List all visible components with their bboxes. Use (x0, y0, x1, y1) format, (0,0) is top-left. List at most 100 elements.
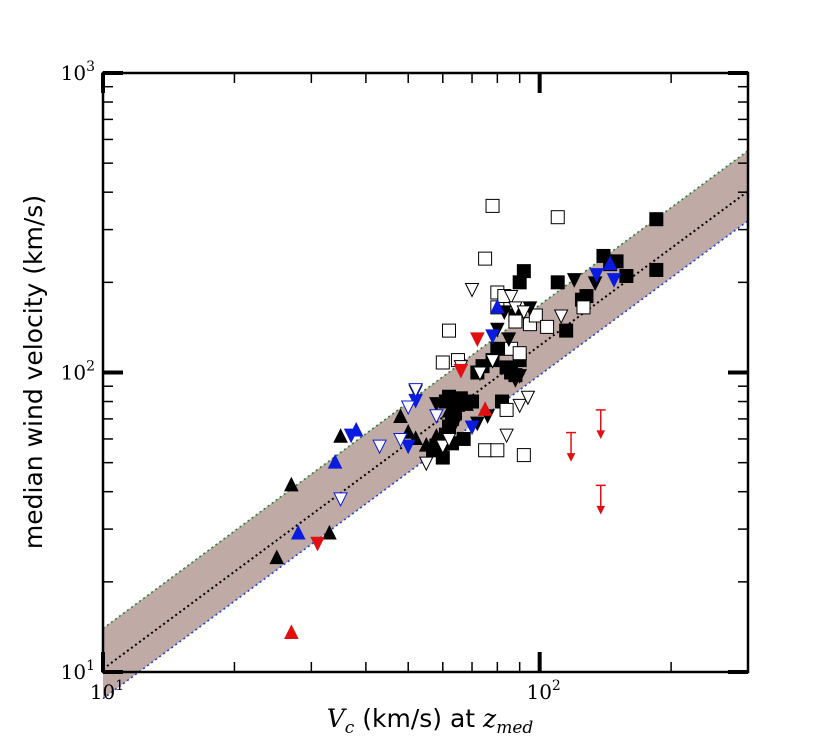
data-point (429, 428, 444, 443)
x-axis-label-var2: z (482, 704, 497, 733)
data-point (566, 273, 582, 288)
data-point (400, 439, 416, 455)
series-red-upper-limits (566, 409, 606, 515)
data-point (333, 492, 348, 507)
data-point (602, 255, 618, 271)
data-point (520, 390, 536, 406)
data-point (589, 268, 604, 283)
data-point (470, 332, 485, 347)
data-point (490, 443, 505, 458)
data-point (477, 401, 493, 416)
data-point (485, 198, 500, 213)
data-point (290, 524, 306, 540)
series-blue-open-triangles-down (333, 383, 444, 507)
series-open-triangles-down (418, 283, 569, 472)
data-point (516, 448, 531, 463)
upper-limit-arrow (566, 431, 577, 462)
tick-labels: 101 102 101 102 103 (61, 59, 561, 704)
data-point (512, 369, 527, 384)
data-point (435, 355, 450, 370)
upper-limit-head (596, 505, 606, 515)
data-point (576, 300, 591, 315)
series-blue-filled-triangles-down (343, 268, 622, 455)
y-tick-label: 101 (61, 658, 95, 684)
upper-limit-head (596, 430, 606, 440)
data-point (550, 275, 565, 290)
data-point (400, 400, 416, 416)
data-point (512, 398, 527, 414)
data-point (619, 268, 634, 283)
y-tick-label: 103 (61, 59, 95, 85)
band-center-line (102, 190, 749, 670)
data-point (501, 332, 517, 347)
data-point (333, 428, 348, 443)
data-point (447, 416, 463, 432)
upper-limit-arrow (595, 409, 606, 440)
y-tick-label: 102 (61, 359, 95, 385)
x-axis-label-var: V (327, 704, 348, 733)
data-point (284, 476, 299, 492)
data-point (453, 363, 469, 379)
data-point (550, 210, 565, 225)
data-point (553, 309, 569, 325)
data-point (418, 456, 434, 472)
data-point (408, 383, 423, 398)
plot-frame (101, 71, 750, 674)
series-open-squares (435, 198, 591, 463)
data-point (343, 428, 359, 444)
band-fill (103, 150, 748, 699)
data-point (322, 524, 337, 540)
data-point (310, 536, 325, 552)
data-point (516, 264, 531, 279)
data-point (499, 428, 514, 444)
series-red-filled-triangles-up (284, 401, 493, 639)
data-point (649, 212, 664, 227)
data-point (478, 443, 493, 458)
data-point (418, 436, 434, 452)
series-filled-triangles-up (269, 396, 474, 565)
x-axis-label-var-sub: c (345, 718, 355, 738)
data-point (429, 397, 444, 412)
data-point (490, 298, 505, 314)
data-points (269, 198, 664, 639)
data-point (456, 431, 471, 446)
data-point (508, 314, 523, 329)
series-filled-triangles-down (408, 273, 603, 432)
data-point (503, 290, 519, 305)
data-point (442, 389, 457, 404)
data-point (540, 319, 555, 334)
y-axis-label: median wind velocity (km/s) (19, 195, 48, 549)
data-point (559, 323, 574, 338)
data-point (464, 420, 480, 436)
data-point (327, 454, 343, 469)
data-point (490, 341, 505, 356)
data-point (393, 408, 408, 424)
data-point (459, 396, 474, 411)
confidence-band (102, 150, 749, 700)
data-point (442, 323, 457, 338)
x-tick-label: 102 (526, 678, 560, 704)
data-point (393, 432, 408, 448)
x-axis-label: Vc (km/s) at zmed (327, 704, 534, 738)
data-point (435, 439, 451, 455)
data-point (485, 354, 500, 369)
data-point (269, 549, 285, 565)
band-upper-line (102, 150, 749, 630)
data-point (499, 402, 514, 417)
data-point (429, 409, 444, 424)
x-tick-label: 101 (90, 678, 124, 704)
data-point (649, 262, 664, 277)
data-point (472, 366, 488, 382)
data-point (512, 346, 527, 361)
data-point (606, 273, 622, 288)
series-red-filled-triangles-down (310, 332, 485, 552)
data-point (528, 308, 543, 323)
x-axis-label-text: (km/s) at (354, 704, 483, 733)
upper-limit-head (566, 453, 576, 462)
data-point (516, 305, 532, 320)
upper-limit-arrow (595, 484, 606, 515)
data-point (464, 283, 480, 298)
data-point (372, 439, 387, 455)
x-axis-label-var2-sub: med (496, 718, 533, 738)
